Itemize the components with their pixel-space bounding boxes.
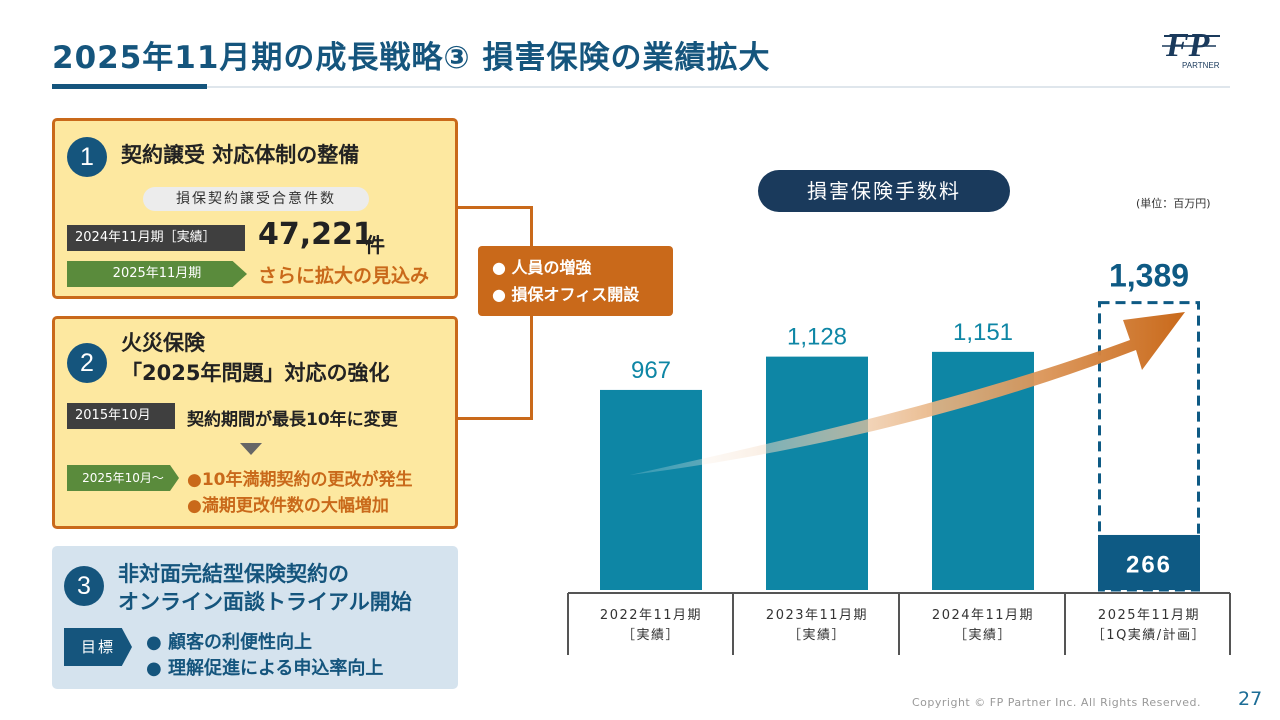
title-divider [52,86,1230,88]
fp-partner-logo: FP PARTNER [1162,27,1220,70]
commission-bar-chart: 967 1,128 1,151 266 1,389 2022年11月期 ［実績］ 2023年1… [567,258,1231,655]
staffing-callout: ● 人員の増強 ● 損保オフィス開設 [478,246,673,316]
date-tag-2015: 2015年10月 [67,403,175,429]
section-heading-line2: オンライン面談トライアル開始 [118,590,412,614]
x-tick-sublabel: ［1Q実績/計画］ [1092,627,1206,643]
section-fire-insurance: 2 火災保険 「2025年問題」対応の強化 2015年10月 契約期間が最長10… [52,316,458,529]
down-arrow-icon [240,443,262,455]
section-number-badge: 2 [67,343,107,383]
goal-item-convenience: ● 顧客の利便性向上 [146,632,312,653]
bar-value-label: 1,128 [787,324,847,351]
bar [766,356,868,590]
section-heading: 契約譲受 対応体制の整備 [121,143,360,167]
chart-unit-label: (単位：百万円) [1136,197,1211,210]
x-tick-label: 2023年11月期 [766,608,868,623]
contract-count-unit: 件 [365,233,385,257]
plan-value-label: 1,389 [1109,258,1189,294]
section-heading-line1: 非対面完結型保険契約の [118,562,349,586]
date-tag-2025: 2025年10月～ [67,465,179,491]
q1-actual-bar [1098,534,1200,590]
growth-arrow [630,312,1185,475]
x-tick-sublabel: ［実績］ [788,627,846,643]
bar-value-label: 967 [631,357,671,384]
x-tick-label: 2022年11月期 [600,608,702,623]
x-tick-sublabel: ［実績］ [954,627,1012,643]
section-heading-line1: 火災保険 [121,331,205,355]
q1-actual-label: 266 [1126,551,1172,578]
expansion-outlook-text: さらに拡大の見込み [258,265,430,287]
renewal-bullet: ●10年満期契約の更改が発生 [187,470,413,490]
goal-tag: 目標 [64,628,132,666]
plan-period-tag: 2025年11月期 [67,261,247,287]
svg-text:PARTNER: PARTNER [1182,61,1220,70]
section-heading-line2: 「2025年問題」対応の強化 [121,361,390,385]
renewal-increase-bullet: ●満期更改件数の大幅増加 [187,496,389,516]
callout-item-office: ● 損保オフィス開設 [492,285,640,304]
section-number-badge: 3 [64,566,104,606]
copyright-text: Copyright © FP Partner Inc. All Rights R… [912,696,1201,709]
metric-label-pill: 損保契約譲受合意件数 [143,187,369,211]
chart-title: 損害保険手数料 [758,170,1010,212]
contract-count-value: 47,221 [258,217,374,252]
bar-value-label: 1,151 [953,319,1013,346]
actual-period-tag: 2024年11月期［実績］ [67,225,245,251]
callout-item-staff: ● 人員の増強 [492,258,592,277]
x-tick-label: 2025年11月期 [1098,608,1200,623]
page-number: 27 [1238,688,1263,710]
contract-term-change-text: 契約期間が最長10年に変更 [187,410,398,430]
title-accent-bar [52,84,207,89]
bar [600,389,702,590]
section-number-badge: 1 [67,137,107,177]
goal-item-application-rate: ● 理解促進による申込率向上 [146,658,384,679]
x-tick-sublabel: ［実績］ [622,627,680,643]
x-tick-label: 2024年11月期 [932,608,1034,623]
section-contract-transfer: 1 契約譲受 対応体制の整備 損保契約譲受合意件数 2024年11月期［実績］ … [52,118,458,299]
page-title: 2025年11月期の成長戦略③ 損害保険の業績拡大 [52,40,771,76]
section-online-trial: 3 非対面完結型保険契約の オンライン面談トライアル開始 目標 ● 顧客の利便性… [52,546,458,689]
